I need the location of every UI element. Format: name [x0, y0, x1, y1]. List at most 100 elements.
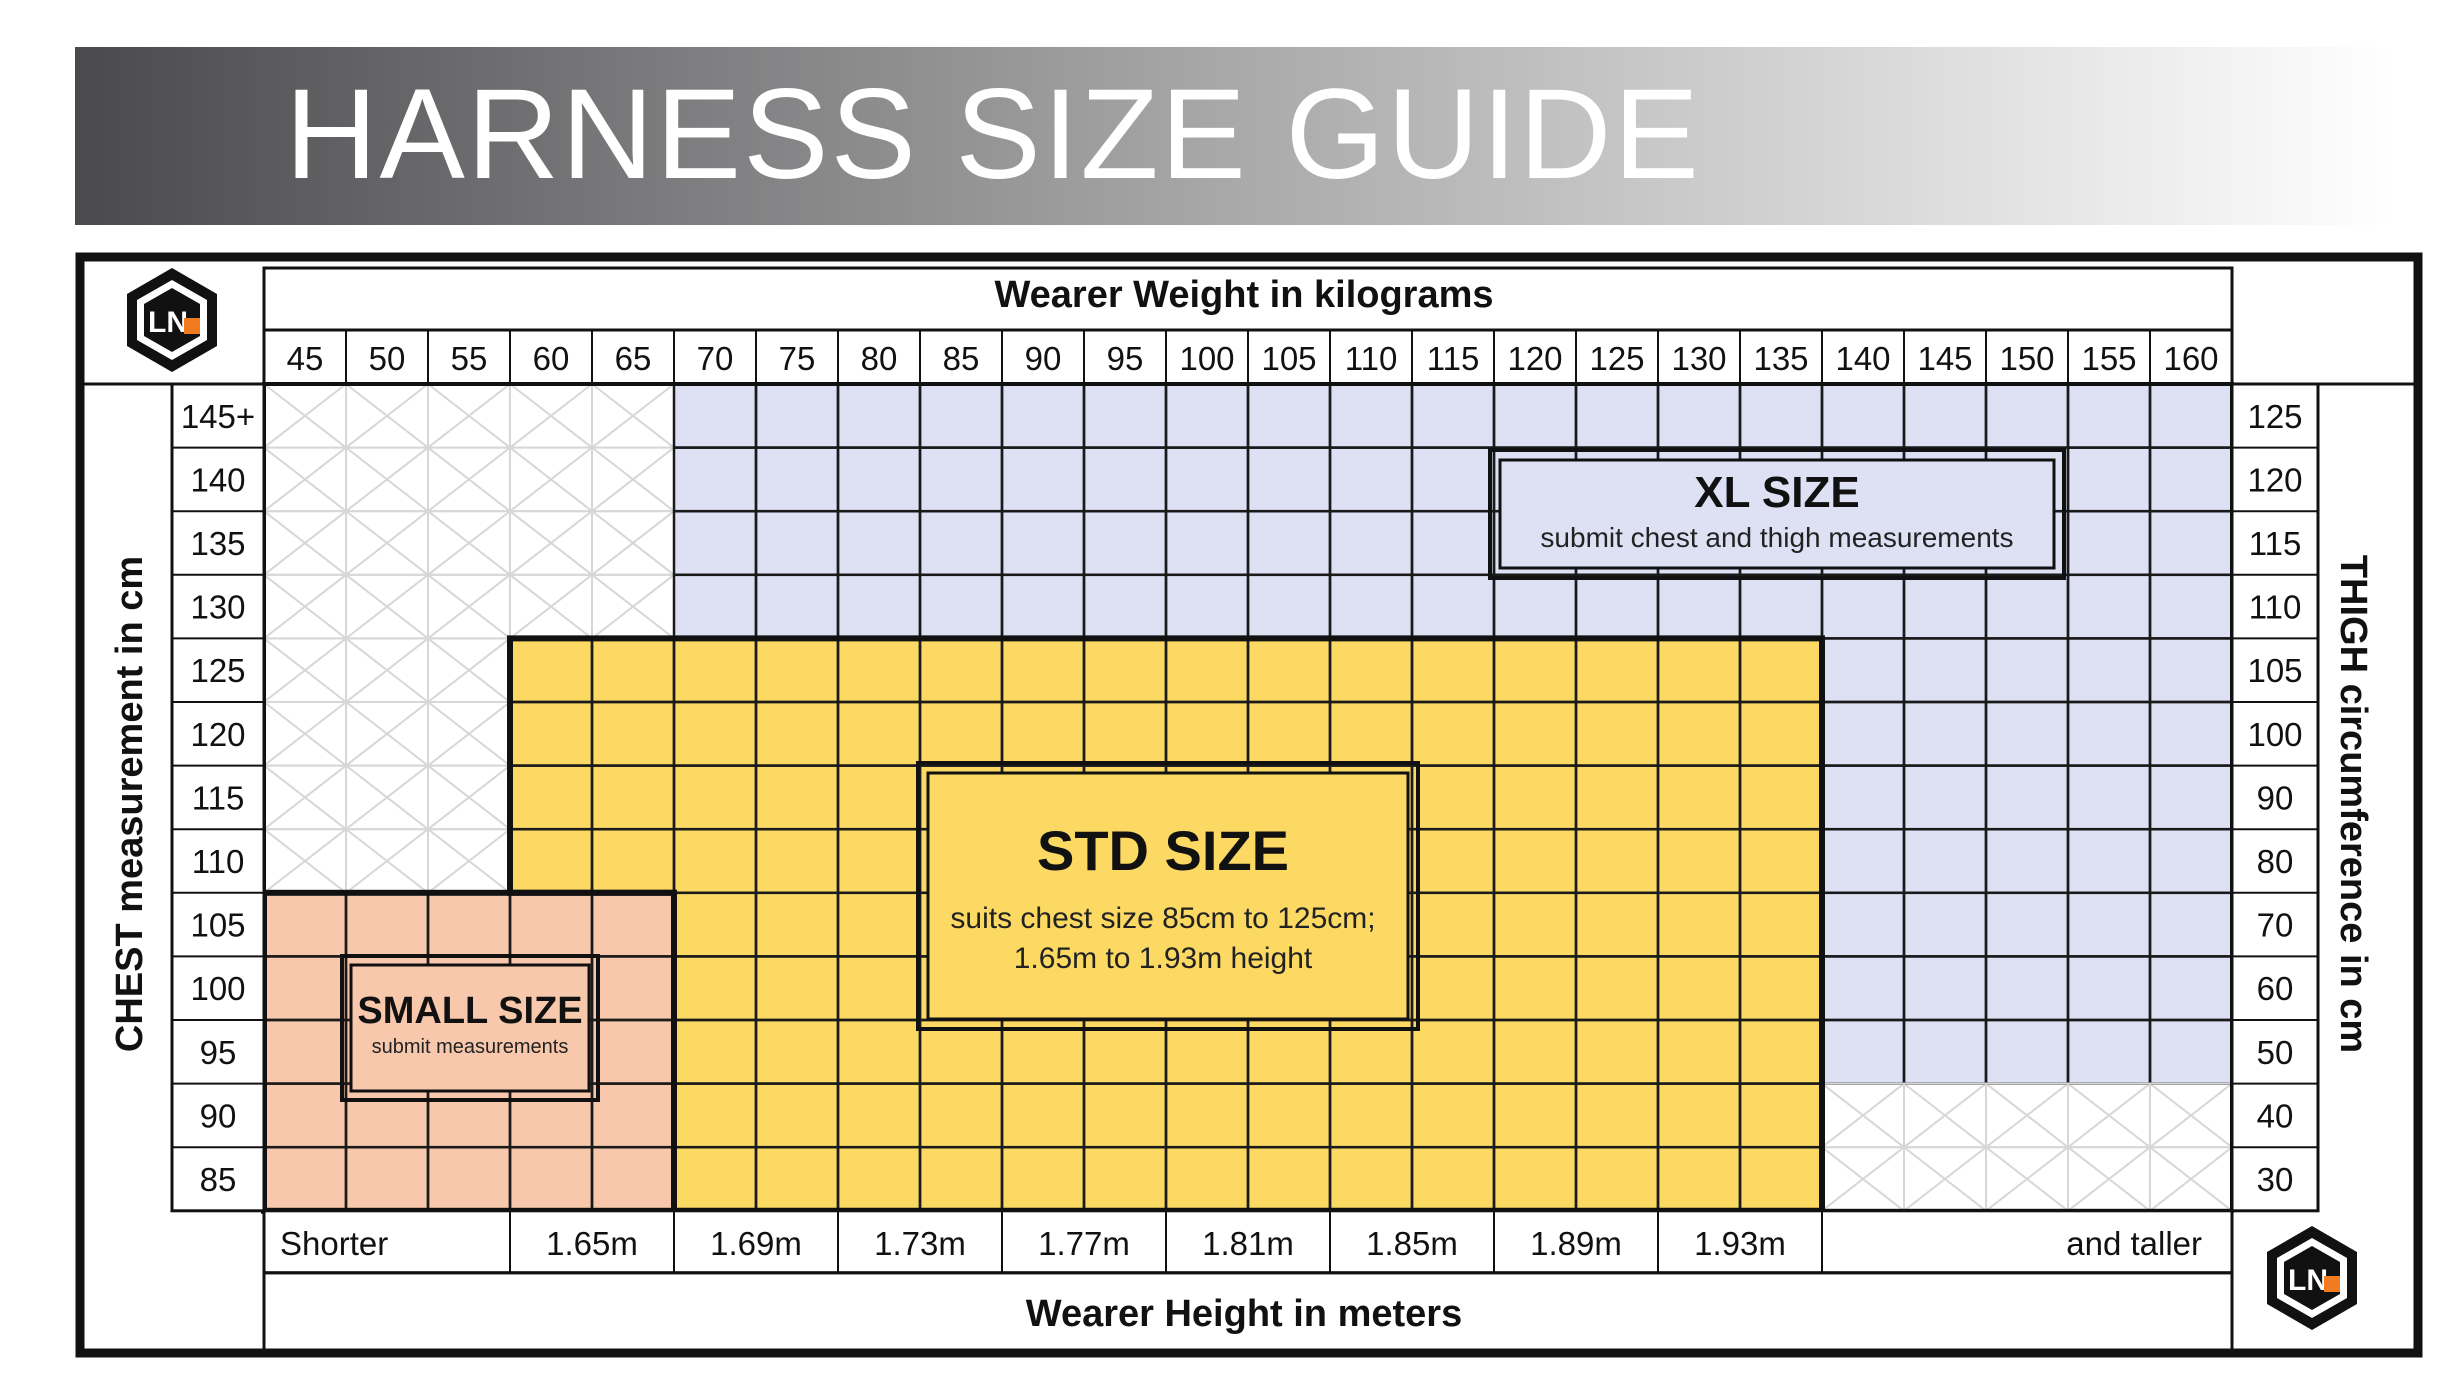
cell-xl — [1412, 384, 1494, 448]
cell-xl — [1412, 511, 1494, 575]
cell-xl — [1904, 638, 1986, 702]
cell-xl — [2150, 384, 2232, 448]
weight-tick-label: 55 — [451, 340, 488, 377]
empty-cross — [263, 701, 347, 767]
cell-xl — [2068, 638, 2150, 702]
cell-std — [510, 702, 592, 766]
weight-tick-label: 85 — [943, 340, 980, 377]
cell-xl — [2150, 702, 2232, 766]
weight-tick-label: 95 — [1107, 340, 1144, 377]
chest-tick-label: 115 — [192, 779, 245, 816]
cell-std — [1084, 638, 1166, 702]
small-size-title: SMALL SIZE — [357, 990, 582, 1032]
cell-xl — [674, 511, 756, 575]
weight-tick-label: 70 — [697, 340, 734, 377]
weight-tick-label: 75 — [779, 340, 816, 377]
cell-xl — [1084, 574, 1166, 639]
cell-std — [1248, 638, 1330, 702]
cell-xl — [1822, 956, 1904, 1020]
empty-cross — [427, 446, 511, 512]
cell-xl — [2150, 574, 2232, 639]
cell-std — [920, 638, 1002, 702]
cell-xl — [1822, 829, 1904, 893]
cell-xl — [2150, 1020, 2232, 1084]
small-size-note: submit measurements — [372, 1036, 569, 1058]
cell-std — [838, 765, 920, 830]
cell-std — [674, 702, 756, 766]
cell-std — [1330, 1083, 1412, 1148]
cell-xl — [756, 384, 838, 448]
cell-std — [1740, 638, 1822, 702]
empty-cross — [509, 446, 593, 512]
cell-std — [1166, 1147, 1248, 1211]
lin-logo-icon: LN — [127, 268, 217, 372]
cell-small — [510, 1147, 592, 1211]
cell-small — [510, 1083, 592, 1148]
height-tick-label: and taller — [2066, 1225, 2202, 1262]
weight-tick-label: 50 — [369, 340, 406, 377]
cell-std — [1412, 702, 1494, 766]
cell-std — [838, 1147, 920, 1211]
empty-cross — [345, 637, 429, 703]
weight-tick-label: 60 — [533, 340, 570, 377]
cell-xl — [1330, 511, 1412, 575]
empty-cross — [345, 828, 429, 894]
cell-std — [1494, 1020, 1576, 1084]
height-tick-label: 1.69m — [710, 1225, 802, 1262]
cell-xl — [920, 511, 1002, 575]
weight-tick-label: 125 — [1589, 340, 1644, 377]
cell-xl — [2150, 829, 2232, 893]
cell-std — [756, 1020, 838, 1084]
thigh-label-column — [2230, 382, 2320, 1213]
cell-std — [1002, 1083, 1084, 1148]
cell-xl — [756, 511, 838, 575]
cell-xl — [756, 574, 838, 639]
empty-cross — [263, 764, 347, 830]
cell-std — [674, 638, 756, 702]
height-axis-frame — [262, 1271, 2234, 1355]
empty-cross — [509, 383, 593, 449]
cell-xl — [2150, 765, 2232, 830]
cell-xl — [1248, 384, 1330, 448]
empty-cross — [1821, 1146, 1905, 1212]
cell-xl — [920, 384, 1002, 448]
cell-xl — [1166, 511, 1248, 575]
std-size-box: STD SIZE suits chest size 85cm to 125cm;… — [916, 761, 1420, 1031]
cell-xl — [2068, 765, 2150, 830]
cell-std — [756, 892, 838, 957]
weight-tick-label: 110 — [1345, 340, 1398, 377]
thigh-tick-label: 105 — [2247, 652, 2302, 689]
cell-std — [920, 1083, 1002, 1148]
empty-cross — [1903, 1146, 1987, 1212]
cell-small — [264, 956, 346, 1020]
cell-small — [264, 1083, 346, 1148]
cell-std — [510, 829, 592, 893]
cell-small — [592, 956, 674, 1020]
cell-small — [428, 1147, 510, 1211]
cell-std — [674, 829, 756, 893]
cell-xl — [1248, 574, 1330, 639]
thigh-tick-label: 100 — [2247, 716, 2302, 753]
cell-xl — [2068, 511, 2150, 575]
chest-tick-label: 130 — [190, 589, 245, 626]
cell-xl — [2068, 702, 2150, 766]
height-tick-label: 1.65m — [546, 1225, 638, 1262]
cell-xl — [838, 384, 920, 448]
thigh-tick-label: 125 — [2247, 398, 2302, 435]
cell-xl — [1904, 892, 1986, 957]
svg-text:LN: LN — [2288, 1264, 2328, 1297]
height-tick-label: 1.85m — [1366, 1225, 1458, 1262]
cell-std — [1494, 765, 1576, 830]
cell-std — [1494, 1147, 1576, 1211]
cell-std — [592, 702, 674, 766]
empty-cross — [263, 574, 347, 640]
cell-xl — [1740, 574, 1822, 639]
cell-std — [1576, 956, 1658, 1020]
chest-tick-label: 85 — [200, 1161, 237, 1198]
weight-tick-label: 135 — [1753, 340, 1808, 377]
cell-std — [1494, 956, 1576, 1020]
cell-xl — [2150, 892, 2232, 957]
cell-xl — [674, 384, 756, 448]
chest-tick-label: 140 — [190, 461, 245, 498]
thigh-tick-label: 60 — [2257, 970, 2294, 1007]
